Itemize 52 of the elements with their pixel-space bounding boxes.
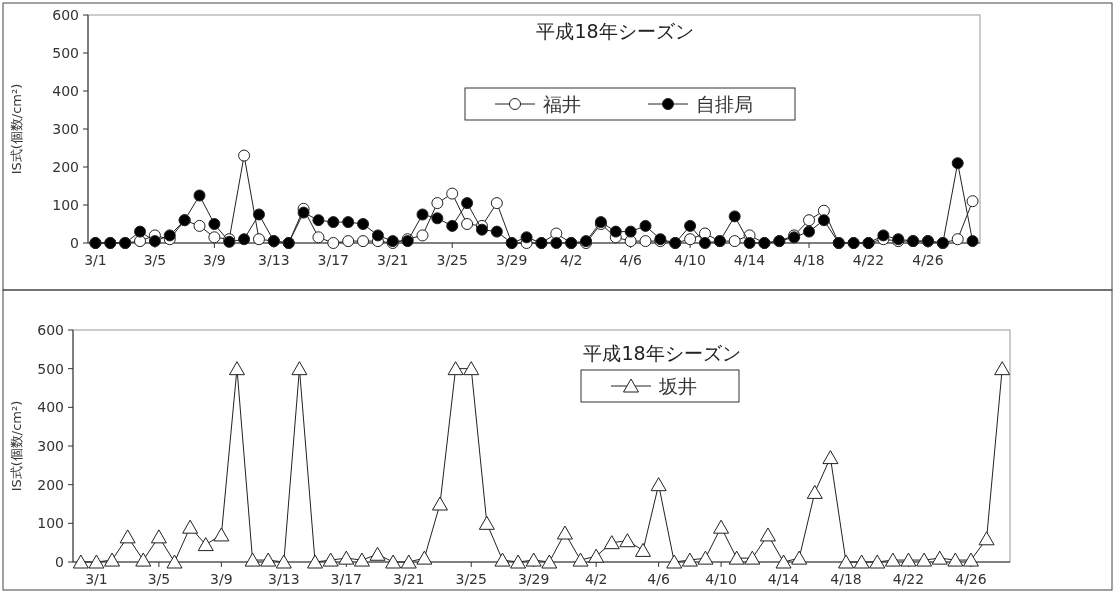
- x-tick-label: 4/2: [584, 571, 608, 587]
- x-tick-label: 3/13: [268, 571, 300, 587]
- x-tick-label: 4/22: [852, 252, 885, 268]
- x-tick-label: 4/18: [793, 252, 825, 268]
- legend-label: 坂井: [658, 375, 697, 397]
- x-tick-label: 3/13: [258, 252, 290, 268]
- x-tick-label: 3/25: [455, 571, 487, 587]
- x-tick-label: 4/22: [892, 571, 925, 587]
- x-tick-label: 3/29: [517, 571, 550, 587]
- y-tick-label: 0: [70, 235, 79, 251]
- x-tick-label: 4/18: [830, 571, 862, 587]
- y-tick-label: 600: [52, 7, 79, 23]
- x-tick-label: 3/9: [210, 571, 233, 587]
- y-tick-label: 200: [52, 159, 79, 175]
- x-tick-label: 3/5: [147, 571, 171, 587]
- x-tick-label: 3/1: [84, 252, 107, 268]
- y-tick-label: 0: [55, 554, 64, 570]
- x-tick-label: 4/14: [767, 571, 800, 587]
- x-tick-label: 3/1: [85, 571, 108, 587]
- x-tick-label: 4/6: [647, 571, 670, 587]
- x-tick-label: 3/5: [143, 252, 167, 268]
- y-tick-label: 100: [37, 515, 64, 532]
- y-tick-label: 300: [37, 438, 64, 454]
- y-tick-label: 500: [52, 45, 79, 61]
- x-tick-label: 3/21: [377, 252, 409, 268]
- x-tick-label: 4/6: [619, 252, 642, 268]
- x-tick-label: 4/26: [912, 252, 944, 268]
- x-tick-label: 3/9: [203, 252, 226, 268]
- y-tick-label: 100: [52, 197, 79, 213]
- y-axis-title: IS式(個数/cm²): [9, 400, 24, 492]
- y-axis-title: IS式(個数/cm²): [9, 83, 24, 175]
- x-tick-label: 4/14: [733, 252, 766, 268]
- y-tick-label: 300: [52, 121, 79, 137]
- legend-label: 自排局: [696, 93, 753, 115]
- x-tick-label: 3/25: [436, 252, 468, 268]
- text: 平成18年シーズン: [583, 342, 741, 364]
- y-tick-label: 400: [37, 399, 64, 416]
- chart-title: 平成18年シーズン: [536, 20, 694, 42]
- x-tick-label: 4/10: [674, 252, 706, 268]
- y-tick-label: 500: [37, 360, 64, 377]
- y-tick-label: 200: [37, 476, 64, 493]
- legend-label: 福井: [543, 93, 581, 115]
- legend: 坂井: [580, 369, 740, 403]
- x-tick-label: 3/17: [317, 252, 350, 268]
- y-tick-label: 600: [37, 322, 64, 338]
- x-tick-label: 3/29: [495, 252, 528, 268]
- x-tick-label: 4/10: [705, 571, 737, 587]
- x-tick-label: 3/21: [393, 571, 425, 587]
- x-tick-label: 3/17: [330, 571, 363, 587]
- x-tick-label: 4/26: [955, 571, 987, 587]
- x-tick-label: 4/2: [559, 252, 583, 268]
- y-tick-label: 400: [52, 83, 79, 99]
